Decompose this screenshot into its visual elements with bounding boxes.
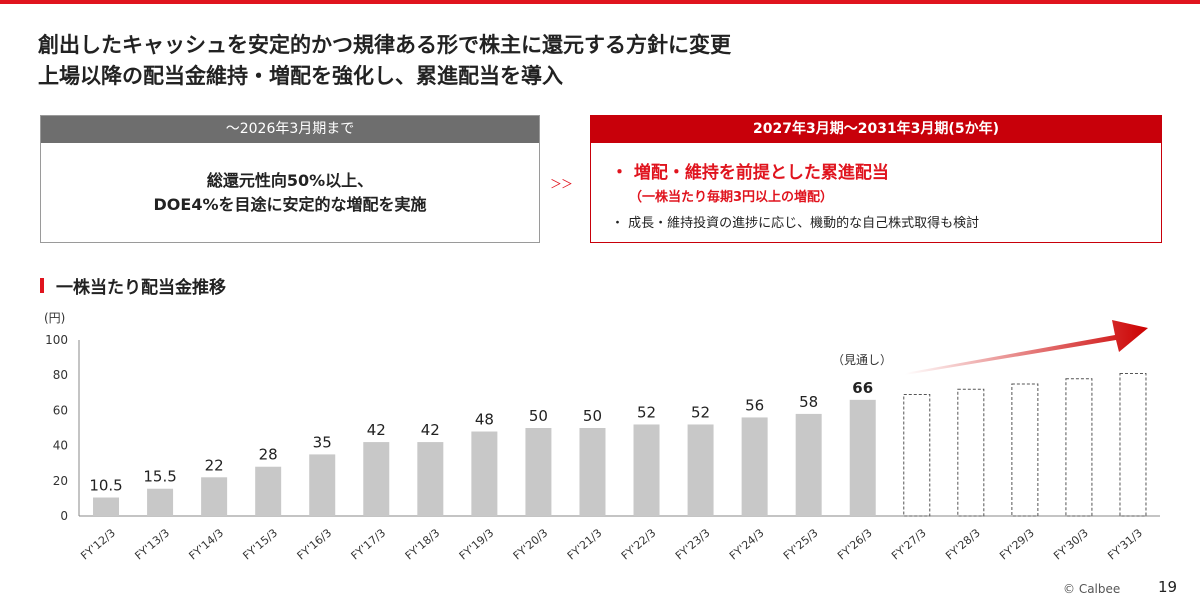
bar-value-label: 48 bbox=[475, 411, 494, 429]
bar bbox=[525, 428, 552, 516]
bar bbox=[363, 442, 390, 516]
x-tick-label: FY'29/3 bbox=[997, 526, 1037, 562]
bar bbox=[471, 431, 498, 516]
bar-value-label: 56 bbox=[745, 396, 764, 414]
x-tick-label: FY'12/3 bbox=[78, 526, 118, 562]
bar bbox=[741, 417, 768, 516]
bar-value-label: 42 bbox=[421, 421, 440, 439]
policy-before-box: ～2026年3月期まで 総還元性向50%以上、 DOE4%を目途に安定的な増配を… bbox=[40, 115, 540, 243]
x-tick-label: FY'18/3 bbox=[403, 526, 443, 562]
bar bbox=[309, 454, 336, 516]
forecast-note: （見通し） bbox=[832, 353, 892, 367]
y-tick-label: 40 bbox=[53, 439, 68, 453]
section-marker-icon bbox=[40, 278, 44, 293]
y-tick-label: 80 bbox=[53, 368, 68, 382]
x-tick-label: FY'25/3 bbox=[781, 526, 821, 562]
policy-after-header: 2027年3月期～2031年3月期(5か年) bbox=[591, 116, 1161, 143]
y-tick-label: 20 bbox=[53, 474, 68, 488]
bar-value-label: 50 bbox=[583, 407, 602, 425]
policy-before-line-2: DOE4%を目途に安定的な増配を実施 bbox=[153, 194, 427, 214]
policy-after-bullet-1-sub: （一株当たり毎期3円以上の増配） bbox=[629, 190, 834, 205]
x-tick-label: FY'19/3 bbox=[457, 526, 497, 562]
top-accent-rule bbox=[0, 0, 1200, 4]
dividend-chart: (円) 0 20 40 60 80 100 10.5 15.5 22 28 35 42 42 48 50 5… bbox=[44, 311, 1160, 563]
y-tick-label: 60 bbox=[53, 403, 68, 417]
headline-line-1: 創出したキャッシュを安定的かつ規律ある形で株主に還元する方針に変更 bbox=[38, 33, 731, 57]
page-headline: 創出したキャッシュを安定的かつ規律ある形で株主に還元する方針に変更 上場以降の配… bbox=[38, 30, 731, 92]
bar-value-label: 22 bbox=[205, 456, 224, 474]
projected-bar bbox=[1065, 378, 1093, 517]
bar bbox=[633, 424, 660, 516]
section-title-text: 一株当たり配当金推移 bbox=[56, 278, 226, 298]
bar-value-label: 42 bbox=[367, 421, 386, 439]
policy-before-line-1: 総還元性向50%以上、 bbox=[206, 170, 374, 190]
x-tick-label: FY'30/3 bbox=[1051, 526, 1091, 562]
growth-trend-arrow-icon bbox=[905, 320, 1148, 375]
policy-after-bullet-1: ・ 増配・維持を前提とした累進配当 bbox=[611, 163, 889, 183]
transition-arrow-icon: ＞＞ bbox=[550, 177, 573, 191]
bar bbox=[147, 488, 174, 516]
x-tick-label: FY'13/3 bbox=[132, 526, 172, 562]
x-tick-label: FY'28/3 bbox=[943, 526, 983, 562]
bar bbox=[255, 466, 282, 516]
x-tick-label: FY'20/3 bbox=[511, 526, 551, 562]
x-tick-label: FY'15/3 bbox=[241, 526, 281, 562]
x-tick-label: FY'22/3 bbox=[619, 526, 659, 562]
bar bbox=[417, 442, 444, 516]
x-tick-label: FY'31/3 bbox=[1105, 526, 1145, 562]
bar-value-label: 15.5 bbox=[143, 468, 176, 486]
projected-bar bbox=[903, 394, 931, 517]
bar-value-label: 28 bbox=[259, 446, 278, 464]
policy-after-bullet-2: ・ 成長・維持投資の進捗に応じ、機動的な自己株式取得も検討 bbox=[611, 216, 980, 231]
bar bbox=[579, 428, 606, 516]
projected-bar bbox=[957, 388, 985, 517]
bar-value-label: 58 bbox=[799, 393, 818, 411]
bar-value-label: 52 bbox=[691, 403, 710, 421]
x-tick-label: FY'14/3 bbox=[186, 526, 226, 562]
bar-value-label: 35 bbox=[313, 433, 332, 451]
bar bbox=[93, 497, 120, 516]
x-tick-label: FY'27/3 bbox=[889, 526, 929, 562]
projected-bar bbox=[1119, 372, 1147, 517]
y-axis-unit-label: (円) bbox=[44, 311, 65, 325]
bar bbox=[795, 413, 822, 516]
bar-value-label: 10.5 bbox=[89, 477, 122, 495]
policy-after-box: 2027年3月期～2031年3月期(5か年) ・ 増配・維持を前提とした累進配当… bbox=[590, 115, 1162, 243]
bar bbox=[849, 399, 876, 516]
projected-bar bbox=[1011, 383, 1039, 517]
x-tick-label: FY'24/3 bbox=[727, 526, 767, 562]
y-tick-label: 100 bbox=[45, 333, 68, 347]
footer-copyright: © Calbee bbox=[1063, 582, 1121, 596]
bar-value-label: 66 bbox=[852, 379, 873, 397]
section-title: 一株当たり配当金推移 bbox=[40, 273, 226, 298]
x-tick-label: FY'16/3 bbox=[295, 526, 335, 562]
bar-value-label: 52 bbox=[637, 403, 656, 421]
page-number: 19 bbox=[1158, 578, 1178, 596]
x-tick-label: FY'17/3 bbox=[349, 526, 389, 562]
bar bbox=[201, 477, 228, 516]
y-tick-label: 0 bbox=[60, 509, 68, 523]
policy-before-body: 総還元性向50%以上、 DOE4%を目途に安定的な増配を実施 bbox=[41, 143, 539, 242]
x-tick-label: FY'23/3 bbox=[673, 526, 713, 562]
bar-value-label: 50 bbox=[529, 407, 548, 425]
bar bbox=[687, 424, 714, 516]
policy-before-header: ～2026年3月期まで bbox=[41, 116, 539, 143]
headline-line-2: 上場以降の配当金維持・増配を強化し、累進配当を導入 bbox=[38, 64, 563, 88]
x-tick-label: FY'21/3 bbox=[565, 526, 605, 562]
x-tick-label: FY'26/3 bbox=[835, 526, 875, 562]
